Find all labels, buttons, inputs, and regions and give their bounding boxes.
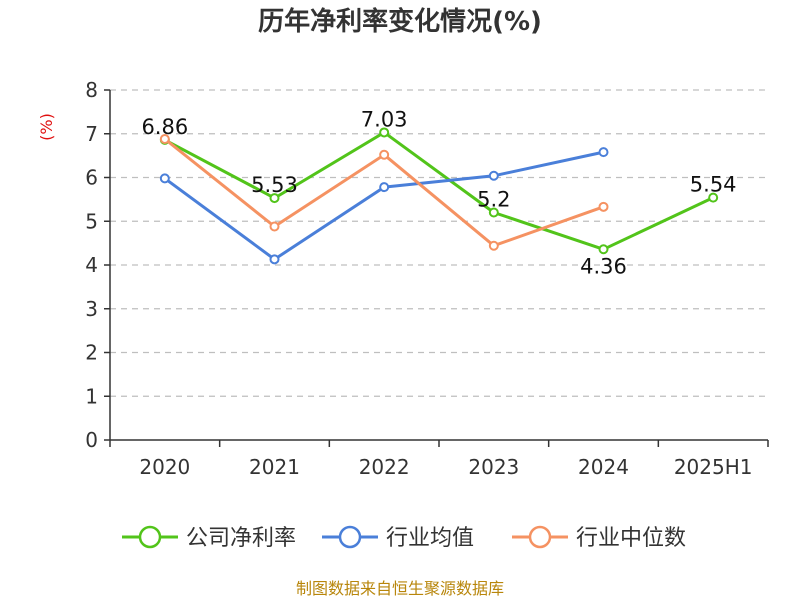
x-tick-label: 2021 xyxy=(249,455,300,479)
series-1-point xyxy=(488,170,499,181)
x-tick-label: 2024 xyxy=(578,455,629,479)
y-tick-label: 7 xyxy=(85,122,98,146)
y-tick-label: 0 xyxy=(85,428,98,452)
series-2-point xyxy=(488,240,499,251)
series-1-point xyxy=(269,254,280,265)
series-1-point xyxy=(159,173,170,184)
data-label: 5.54 xyxy=(690,173,737,197)
y-tick-label: 8 xyxy=(85,78,98,102)
data-labels: 6.86 5.53 7.03 5.2 4.36 5.54 xyxy=(141,107,736,278)
series-lines xyxy=(159,127,719,265)
data-label: 5.53 xyxy=(251,173,298,197)
legend: 公司净利率 行业均值 行业中位数 xyxy=(122,525,686,551)
legend-label-2: 行业中位数 xyxy=(576,526,686,551)
y-tick-label: 3 xyxy=(85,297,98,321)
legend-label-1: 行业均值 xyxy=(386,526,474,551)
data-label: 4.36 xyxy=(580,254,627,278)
y-axis-label: (%) xyxy=(37,113,56,141)
x-tick-label: 2023 xyxy=(468,455,519,479)
series-line-0 xyxy=(164,130,714,251)
series-1-point xyxy=(379,182,390,193)
axes: 0 1 2 3 4 5 6 7 8 2020 2021 2022 2023 2024 2025H1 xyxy=(85,78,769,479)
series-1-point xyxy=(598,147,609,158)
x-tick-label: 2020 xyxy=(139,455,190,479)
series-line-1 xyxy=(163,150,604,261)
grid-lines xyxy=(110,89,768,397)
y-tick-label: 4 xyxy=(85,253,98,277)
series-2-point xyxy=(269,221,280,232)
x-tick-label: 2022 xyxy=(359,455,410,479)
y-tick-label: 2 xyxy=(85,341,98,365)
series-2-point xyxy=(379,149,390,160)
chart-title: 历年净利率变化情况(%) xyxy=(258,6,542,37)
x-tick-label: 2025H1 xyxy=(674,455,753,479)
legend-marker-0 xyxy=(138,525,162,549)
legend-marker-1 xyxy=(338,525,362,549)
legend-marker-2 xyxy=(528,525,552,549)
series-0-point xyxy=(379,127,390,138)
y-tick-label: 6 xyxy=(85,166,98,190)
series-0-point xyxy=(269,193,280,204)
y-tick-label: 1 xyxy=(85,384,98,408)
y-tick-label: 5 xyxy=(85,209,98,233)
series-0-point xyxy=(488,207,499,218)
series-2-point xyxy=(598,201,609,212)
data-label: 7.03 xyxy=(361,107,408,131)
series-2-point xyxy=(159,134,170,144)
data-label: 6.86 xyxy=(141,115,188,139)
legend-label-0: 公司净利率 xyxy=(186,526,296,551)
series-0-point xyxy=(598,244,609,255)
series-0-point xyxy=(708,192,719,203)
data-label: 5.2 xyxy=(477,188,510,212)
source-note: 制图数据来自恒生聚源数据库 xyxy=(296,579,504,598)
